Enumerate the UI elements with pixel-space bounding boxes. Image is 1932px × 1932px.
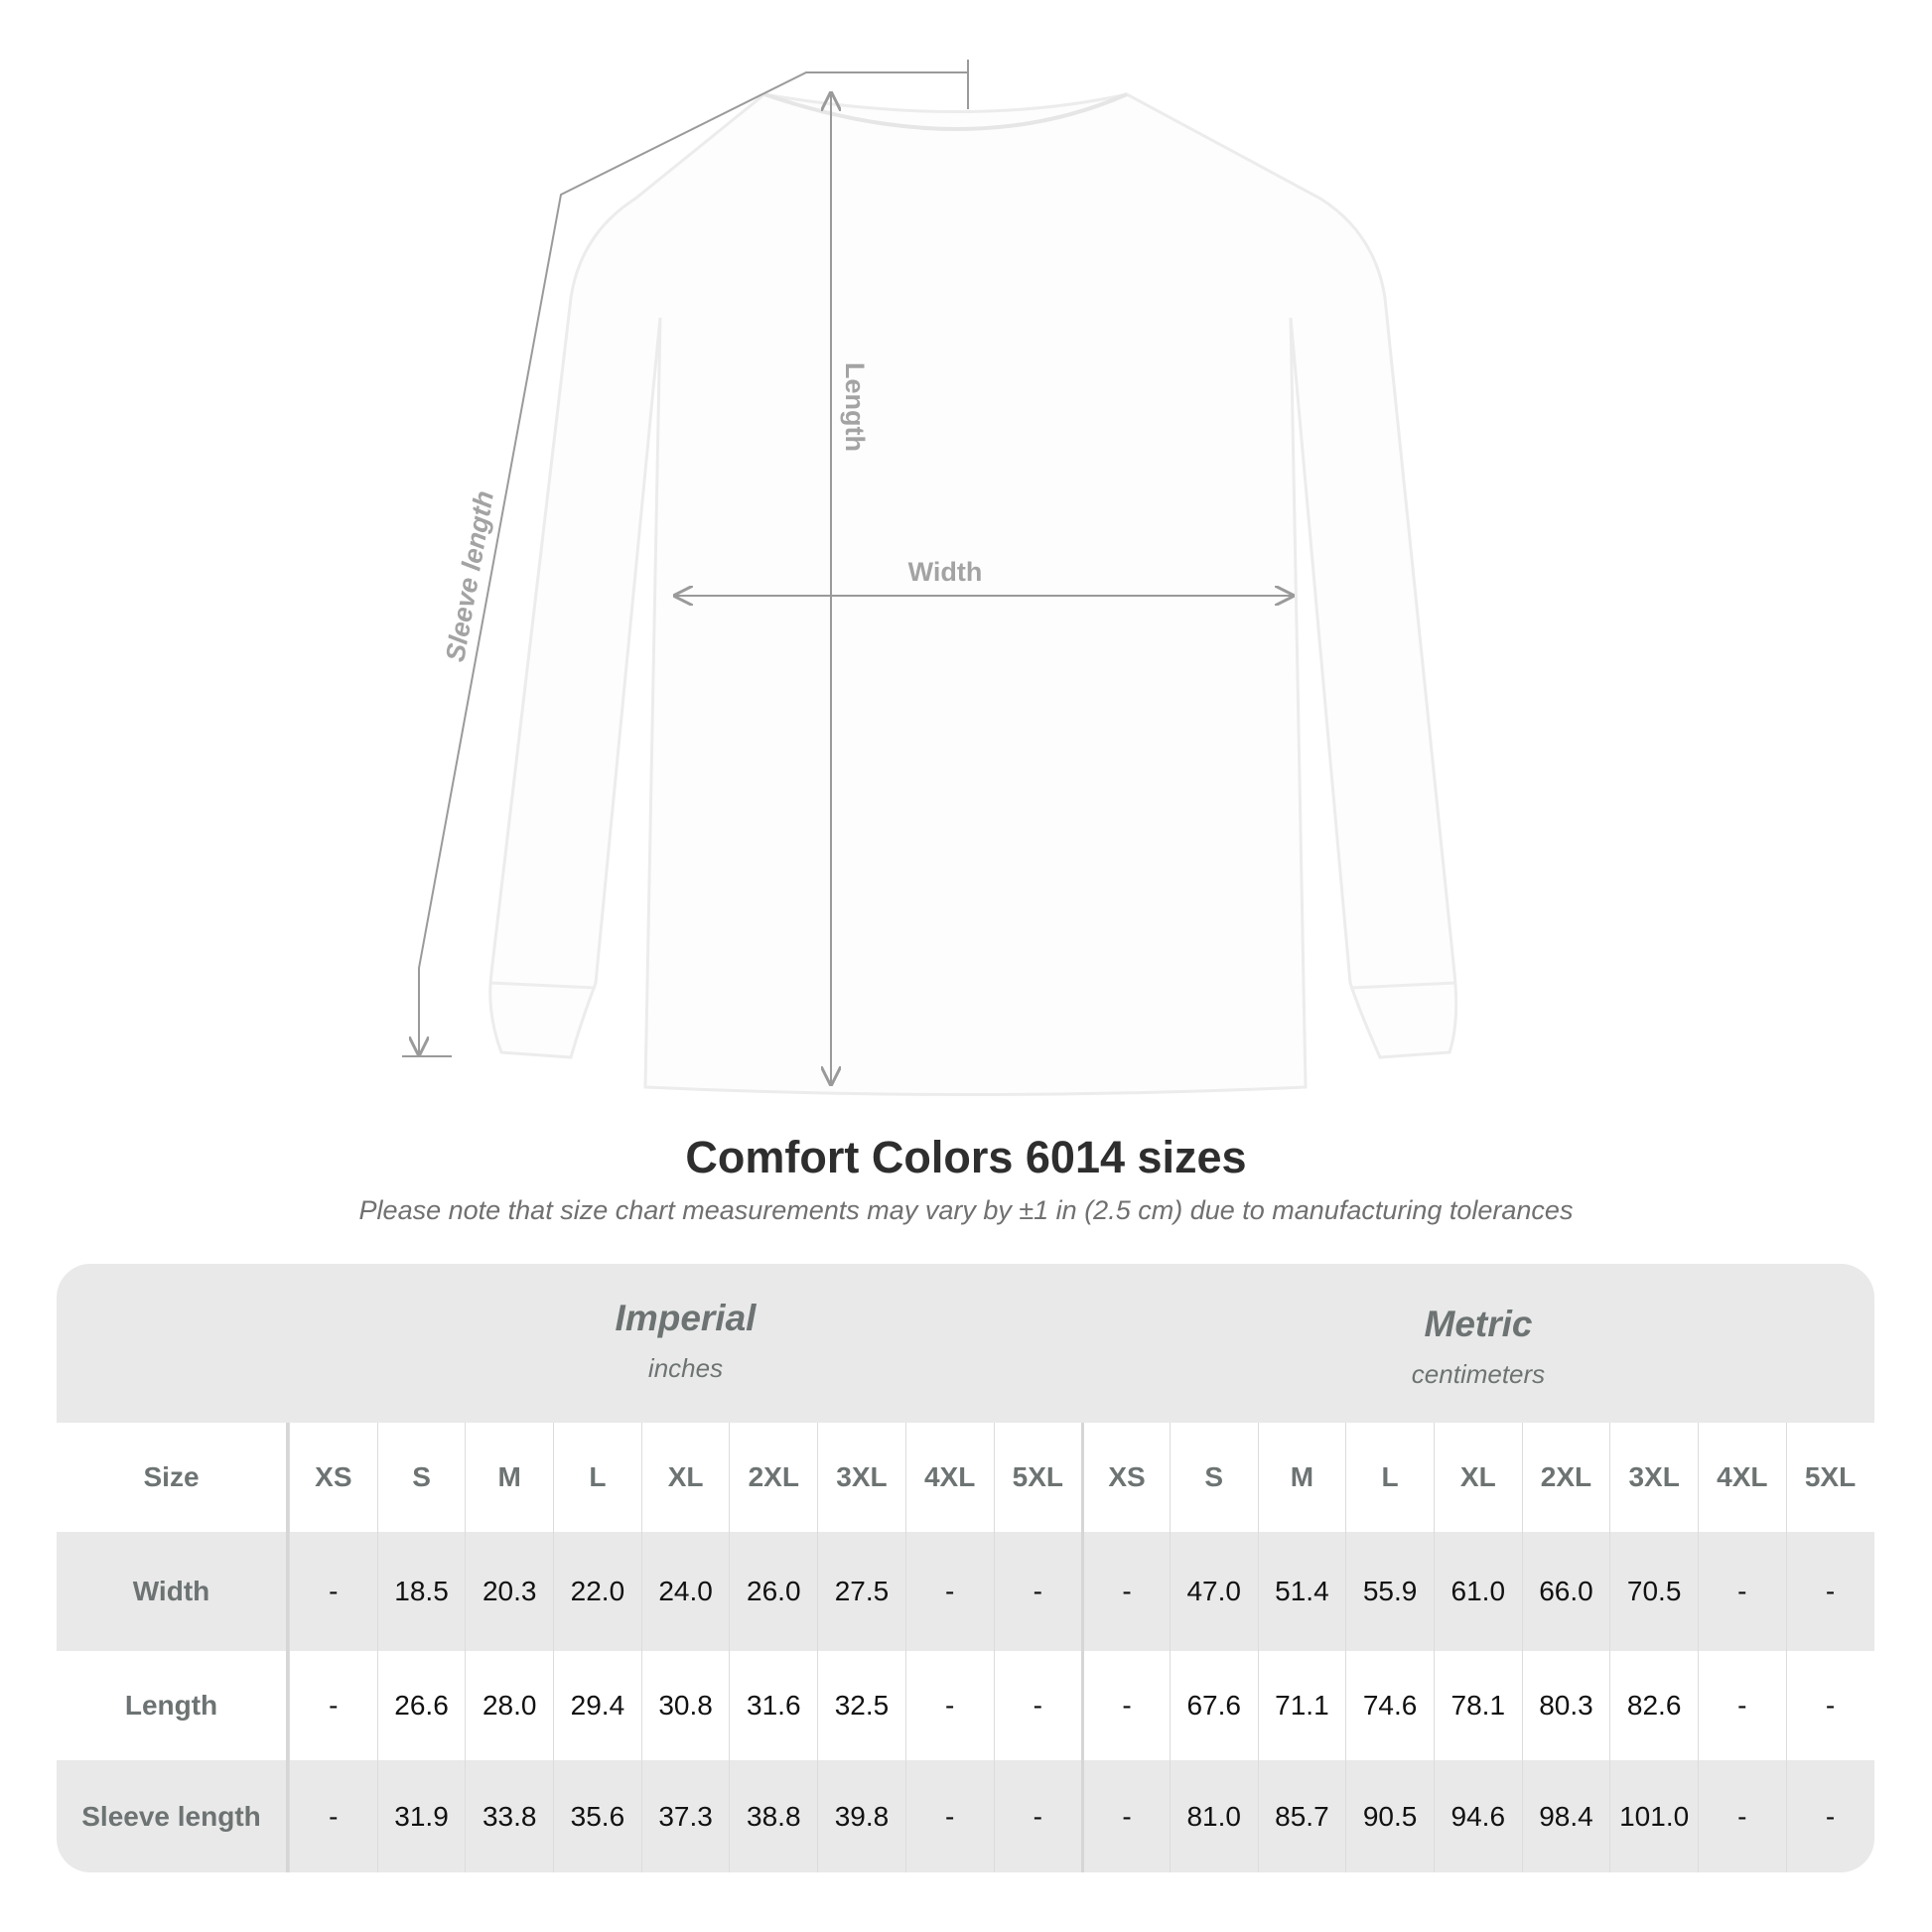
imperial-value-cell: 35.6 [553, 1760, 641, 1872]
metric-value-cell: - [1081, 1760, 1170, 1872]
imperial-size-s: S [376, 1423, 466, 1532]
metric-size-2xl: 2XL [1521, 1423, 1610, 1532]
metric-value-cell: 51.4 [1257, 1532, 1346, 1651]
imperial-size-m: M [465, 1423, 553, 1532]
width-label: Width [908, 557, 983, 587]
metric-size-xs: XS [1081, 1423, 1170, 1532]
imperial-value-cell: - [289, 1532, 377, 1651]
imperial-size-xl: XL [640, 1423, 730, 1532]
imperial-value-cell: 28.0 [465, 1651, 553, 1760]
imperial-value-cell: - [993, 1532, 1082, 1651]
size-column-header: Size [57, 1423, 289, 1532]
size-table: Imperial inches Metric centimeters Size X… [57, 1264, 1874, 1872]
metric-size-m: M [1257, 1423, 1346, 1532]
row-label: Width [57, 1532, 289, 1651]
table-row-length: Length -26.6 28.0 29.4 30.8 31.6 32.5- - -67.6 71… [57, 1651, 1874, 1760]
width-measure: Width [675, 557, 1293, 596]
imperial-value-cell: 38.8 [729, 1760, 817, 1872]
imperial-value-cell: 33.8 [465, 1760, 553, 1872]
metric-size-l: L [1345, 1423, 1434, 1532]
metric-unit: centimeters [1411, 1359, 1546, 1389]
imperial-value-cell: 32.5 [817, 1651, 905, 1760]
imperial-size-l: L [553, 1423, 641, 1532]
table-row-width: Width -18.5 20.3 22.0 24.0 26.0 27.5- - -47.0 51.… [57, 1532, 1874, 1651]
metric-value-cell: - [1698, 1651, 1786, 1760]
imperial-value-cell: 18.5 [376, 1532, 466, 1651]
metric-value-cell: 101.0 [1609, 1760, 1698, 1872]
imperial-value-cell: 27.5 [817, 1532, 905, 1651]
metric-value-cell: 78.1 [1433, 1651, 1522, 1760]
page-title: Comfort Colors 6014 sizes [685, 1132, 1247, 1182]
imperial-value-cell: 20.3 [465, 1532, 553, 1651]
imperial-value-cell: 26.6 [376, 1651, 466, 1760]
metric-value-cell: - [1081, 1532, 1170, 1651]
imperial-size-2xl: 2XL [729, 1423, 817, 1532]
metric-value-cell: 66.0 [1521, 1532, 1610, 1651]
imperial-size-3xl: 3XL [817, 1423, 905, 1532]
metric-value-cell: - [1698, 1532, 1786, 1651]
imperial-header: Imperial inches [289, 1264, 1082, 1423]
shirt-diagram: Length Width Sleeve length [402, 60, 1458, 1096]
imperial-value-cell: - [904, 1651, 994, 1760]
metric-value-cell: - [1785, 1760, 1874, 1872]
imperial-value-cell: - [904, 1760, 994, 1872]
metric-header: Metric centimeters [1082, 1264, 1874, 1423]
imperial-heading: Imperial [615, 1298, 757, 1338]
imperial-value-cell: 39.8 [817, 1760, 905, 1872]
metric-value-cell: 81.0 [1169, 1760, 1258, 1872]
imperial-value-cell: 26.0 [729, 1532, 817, 1651]
metric-size-s: S [1169, 1423, 1258, 1532]
metric-value-cell: 74.6 [1345, 1651, 1434, 1760]
table-row-sleeve-length: Sleeve length -31.9 33.8 35.6 37.3 38.8 39.8- -… [57, 1760, 1874, 1872]
imperial-value-cell: 37.3 [640, 1760, 730, 1872]
metric-value-cell: 55.9 [1345, 1532, 1434, 1651]
metric-value-cell: 85.7 [1257, 1760, 1346, 1872]
metric-value-cell: 80.3 [1521, 1651, 1610, 1760]
length-label: Length [840, 362, 870, 452]
row-label: Sleeve length [57, 1760, 289, 1872]
imperial-unit: inches [647, 1353, 724, 1383]
imperial-value-cell: 30.8 [640, 1651, 730, 1760]
imperial-size-xs: XS [289, 1423, 377, 1532]
metric-size-3xl: 3XL [1609, 1423, 1698, 1532]
metric-value-cell: 70.5 [1609, 1532, 1698, 1651]
metric-value-cell: - [1785, 1651, 1874, 1760]
row-label: Length [57, 1651, 289, 1760]
imperial-value-cell: - [289, 1760, 377, 1872]
imperial-value-cell: 24.0 [640, 1532, 730, 1651]
metric-value-cell: - [1785, 1532, 1874, 1651]
metric-heading: Metric [1424, 1304, 1533, 1344]
metric-value-cell: - [1698, 1760, 1786, 1872]
tolerance-note: Please note that size chart measurements… [358, 1195, 1574, 1225]
metric-size-4xl: 4XL [1698, 1423, 1786, 1532]
metric-value-cell: 94.6 [1433, 1760, 1522, 1872]
imperial-value-cell: 22.0 [553, 1532, 641, 1651]
imperial-value-cell: 29.4 [553, 1651, 641, 1760]
metric-value-cell: 67.6 [1169, 1651, 1258, 1760]
size-header-row: Size XS S M L XL 2XL 3XL 4XL 5XL XS S M L XL 2XL 3XL 4XL 5… [57, 1423, 1874, 1532]
metric-value-cell: 82.6 [1609, 1651, 1698, 1760]
metric-value-cell: 90.5 [1345, 1760, 1434, 1872]
metric-value-cell: 61.0 [1433, 1532, 1522, 1651]
metric-value-cell: 47.0 [1169, 1532, 1258, 1651]
metric-value-cell: 71.1 [1257, 1651, 1346, 1760]
imperial-value-cell: - [904, 1532, 994, 1651]
metric-size-5xl: 5XL [1785, 1423, 1874, 1532]
imperial-value-cell: - [289, 1651, 377, 1760]
imperial-size-5xl: 5XL [993, 1423, 1082, 1532]
imperial-value-cell: - [993, 1760, 1082, 1872]
imperial-value-cell: 31.9 [376, 1760, 466, 1872]
metric-size-xl: XL [1433, 1423, 1522, 1532]
imperial-size-4xl: 4XL [904, 1423, 994, 1532]
imperial-value-cell: 31.6 [729, 1651, 817, 1760]
long-sleeve-shirt [488, 92, 1458, 1096]
metric-value-cell: 98.4 [1521, 1760, 1610, 1872]
metric-value-cell: - [1081, 1651, 1170, 1760]
imperial-value-cell: - [993, 1651, 1082, 1760]
